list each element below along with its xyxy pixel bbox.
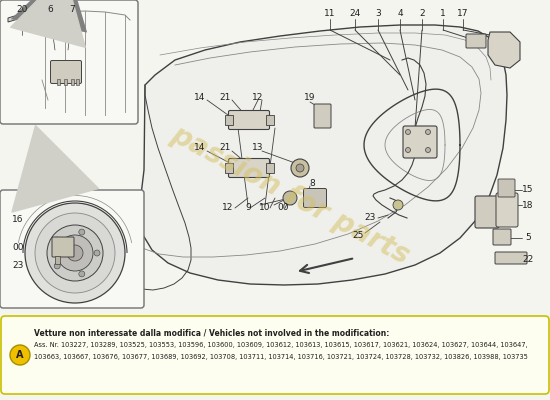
- Text: 20: 20: [16, 6, 28, 14]
- Circle shape: [405, 130, 410, 134]
- Bar: [266, 115, 274, 125]
- FancyBboxPatch shape: [498, 179, 515, 197]
- Text: 10: 10: [259, 204, 271, 212]
- Circle shape: [54, 237, 60, 243]
- Text: 23: 23: [364, 214, 376, 222]
- Bar: [64, 79, 67, 85]
- Text: 13: 13: [252, 144, 264, 152]
- Text: passion for parts: passion for parts: [166, 120, 414, 270]
- Text: 3: 3: [375, 10, 381, 18]
- Text: 16: 16: [12, 216, 24, 224]
- Text: 11: 11: [324, 10, 336, 18]
- Circle shape: [405, 148, 410, 152]
- FancyBboxPatch shape: [228, 158, 270, 178]
- Circle shape: [47, 225, 103, 281]
- Polygon shape: [8, 12, 28, 22]
- Circle shape: [67, 245, 83, 261]
- Text: passion for: passion for: [284, 103, 416, 187]
- Circle shape: [35, 213, 115, 293]
- Text: 14: 14: [194, 144, 206, 152]
- Circle shape: [283, 191, 297, 205]
- Text: A: A: [16, 350, 24, 360]
- FancyBboxPatch shape: [314, 104, 331, 128]
- FancyBboxPatch shape: [403, 126, 437, 158]
- Text: 18: 18: [522, 200, 534, 210]
- FancyBboxPatch shape: [475, 196, 499, 228]
- Text: 14: 14: [194, 92, 206, 102]
- Text: 4: 4: [397, 10, 403, 18]
- Polygon shape: [488, 32, 520, 68]
- Text: 00: 00: [277, 204, 289, 212]
- Bar: [76, 79, 79, 85]
- FancyBboxPatch shape: [466, 34, 486, 48]
- Text: 24: 24: [349, 10, 361, 18]
- Text: 8: 8: [309, 178, 315, 188]
- Circle shape: [54, 263, 60, 269]
- Text: 00: 00: [12, 244, 24, 252]
- Circle shape: [94, 250, 100, 256]
- Text: 2: 2: [419, 10, 425, 18]
- Text: 12: 12: [222, 204, 234, 212]
- FancyBboxPatch shape: [1, 316, 549, 394]
- Bar: [55, 256, 60, 264]
- FancyArrowPatch shape: [12, 126, 98, 212]
- Text: 6: 6: [47, 6, 53, 14]
- Circle shape: [79, 229, 85, 235]
- Text: 21: 21: [219, 92, 230, 102]
- FancyBboxPatch shape: [228, 110, 270, 130]
- Text: 21: 21: [219, 144, 230, 152]
- Text: 9: 9: [245, 204, 251, 212]
- FancyArrowPatch shape: [10, 0, 85, 47]
- Circle shape: [296, 164, 304, 172]
- Text: 23: 23: [12, 260, 23, 270]
- Text: 12: 12: [252, 92, 263, 102]
- Text: 19: 19: [304, 92, 316, 102]
- FancyBboxPatch shape: [493, 229, 511, 245]
- Bar: [225, 163, 233, 173]
- Text: Ass. Nr. 103227, 103289, 103525, 103553, 103596, 103600, 103609, 103612, 103613,: Ass. Nr. 103227, 103289, 103525, 103553,…: [34, 342, 527, 348]
- FancyBboxPatch shape: [496, 193, 518, 227]
- Text: 15: 15: [522, 186, 534, 194]
- Circle shape: [291, 159, 309, 177]
- FancyBboxPatch shape: [51, 60, 81, 84]
- Circle shape: [10, 345, 30, 365]
- FancyBboxPatch shape: [52, 237, 74, 257]
- Circle shape: [393, 200, 403, 210]
- FancyBboxPatch shape: [495, 252, 527, 264]
- Text: 1: 1: [440, 10, 446, 18]
- Text: Vetture non interessate dalla modifica / Vehicles not involved in the modificati: Vetture non interessate dalla modifica /…: [34, 328, 389, 337]
- Text: 103663, 103667, 103676, 103677, 103689, 103692, 103708, 103711, 103714, 103716, : 103663, 103667, 103676, 103677, 103689, …: [34, 354, 528, 360]
- Circle shape: [426, 130, 431, 134]
- Bar: [71, 79, 74, 85]
- Circle shape: [25, 203, 125, 303]
- Text: 7: 7: [69, 6, 75, 14]
- Circle shape: [57, 235, 93, 271]
- Circle shape: [426, 148, 431, 152]
- Text: 22: 22: [522, 256, 534, 264]
- FancyBboxPatch shape: [0, 0, 138, 124]
- Bar: [57, 79, 60, 85]
- Circle shape: [79, 271, 85, 277]
- Polygon shape: [140, 25, 507, 285]
- Bar: [266, 163, 274, 173]
- FancyBboxPatch shape: [0, 190, 144, 308]
- Text: 17: 17: [457, 10, 469, 18]
- Text: 25: 25: [353, 230, 364, 240]
- Bar: [225, 115, 233, 125]
- FancyBboxPatch shape: [304, 188, 327, 208]
- Text: 5: 5: [525, 234, 531, 242]
